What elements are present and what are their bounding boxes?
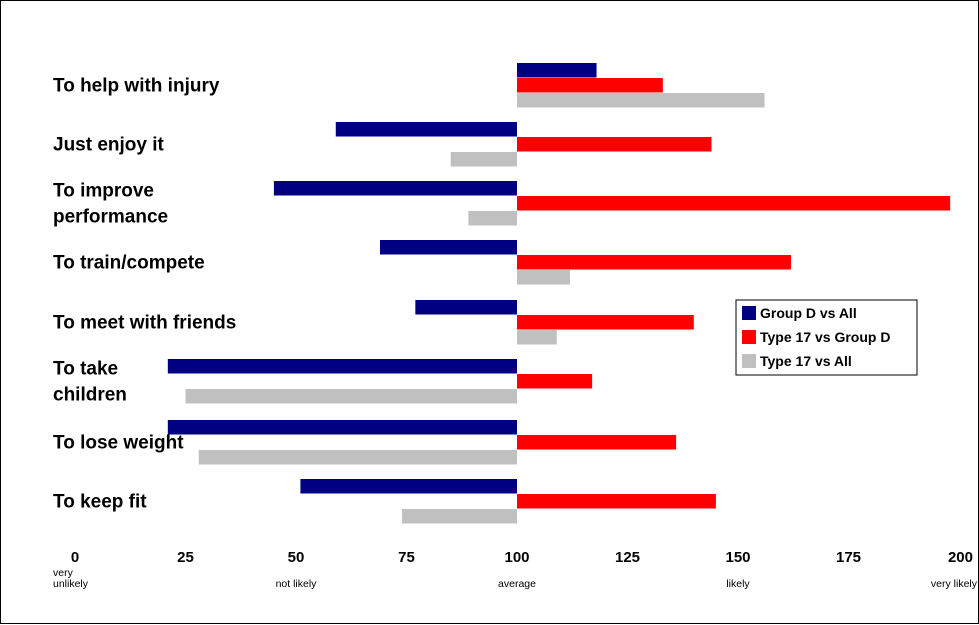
legend-box: [735, 299, 918, 376]
bar-1-6: [167, 359, 517, 374]
legend-swatch: [742, 306, 756, 320]
category-label: Just enjoy it: [53, 134, 165, 155]
category-label: To help with injury: [53, 75, 220, 96]
bar-3-8: [402, 509, 517, 524]
legend-label: Type 17 vs All: [760, 353, 852, 369]
x-descriptor-label: not likely: [276, 578, 318, 590]
x-descriptor-label: very likely: [931, 578, 978, 590]
category-label: To keep fit: [53, 491, 147, 512]
bar-2-8: [517, 494, 716, 509]
category-label: To lose weight: [53, 432, 184, 453]
bar-3-3: [468, 211, 517, 226]
legend: Group D vs All Type 17 vs Group D Type 17 …: [735, 299, 918, 376]
x-tick-label: 100: [504, 549, 529, 566]
x-descriptor-label: average: [498, 578, 536, 590]
bar-3-1: [517, 93, 765, 108]
bar-1-7: [167, 420, 517, 435]
bar-1-5: [415, 300, 517, 315]
legend-swatch: [742, 330, 756, 344]
bar-3-6: [185, 389, 517, 404]
bar-2-2: [517, 137, 712, 152]
legend-swatch: [742, 354, 756, 368]
x-tick-label: 25: [177, 549, 194, 566]
bar-2-6: [517, 374, 593, 389]
legend-label: Group D vs All: [760, 305, 857, 321]
bar-1-4: [379, 240, 517, 255]
bar-1-1: [517, 63, 597, 78]
x-tick-label: 125: [615, 549, 640, 566]
bar-2-4: [517, 255, 792, 270]
category-label: To improve: [53, 180, 154, 201]
bar-3-5: [517, 330, 557, 345]
legend-label: Type 17 vs Group D: [760, 329, 890, 345]
bar-3-2: [450, 152, 517, 167]
bar-1-3: [273, 181, 517, 196]
x-descriptor-label: unlikely: [53, 578, 89, 590]
category-label: To train/compete: [53, 252, 205, 273]
bar-2-7: [517, 435, 677, 450]
bar-3-4: [517, 270, 571, 285]
x-tick-label: 75: [398, 549, 415, 566]
bar-1-2: [335, 122, 517, 137]
category-labels: To help with injury Just enjoy it To impro…: [53, 75, 236, 512]
bar-2-1: [517, 78, 663, 93]
category-label: performance: [53, 206, 168, 227]
x-tick-label: 0: [71, 549, 79, 566]
category-label: To take: [53, 358, 118, 379]
bar-1-8: [300, 479, 517, 494]
bar-2-5: [517, 315, 694, 330]
x-tick-label: 50: [288, 549, 305, 566]
x-tick-label: 200: [948, 549, 973, 566]
x-tick-label: 175: [836, 549, 861, 566]
category-label: children: [53, 384, 127, 405]
category-label: To meet with friends: [53, 312, 236, 333]
bars-layer: [167, 63, 951, 524]
x-descriptor-label: very: [53, 567, 74, 579]
x-axis-tick-labels: 0 25 50 75 100 125 150 175 200: [71, 549, 973, 566]
bar-3-7: [198, 450, 517, 465]
x-descriptor-label: likely: [726, 578, 750, 590]
bar-2-3: [517, 196, 951, 211]
x-tick-label: 150: [725, 549, 750, 566]
